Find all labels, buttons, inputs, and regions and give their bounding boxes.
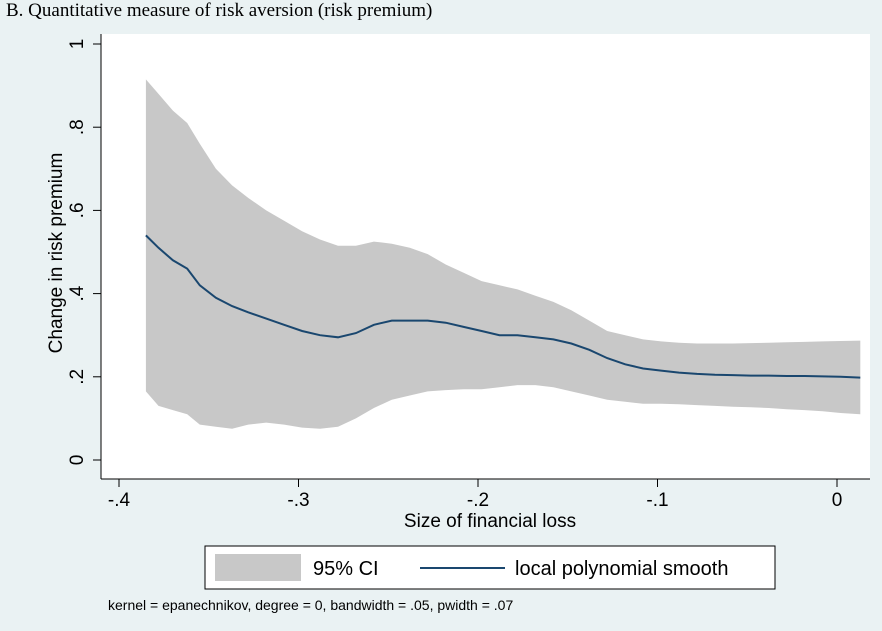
x-tick-label: -.4 (108, 490, 131, 511)
y-tick-label: 0 (67, 455, 88, 466)
ci-band (145, 79, 861, 429)
panel-title: B. Quantitative measure of risk aversion… (6, 0, 432, 21)
x-tick-label: -.2 (467, 490, 489, 511)
y-tick-label: 1 (67, 39, 88, 50)
x-tick-label: 0 (832, 490, 843, 511)
y-tick-label: .2 (67, 369, 88, 385)
y-tick-label: .6 (67, 202, 88, 218)
legend-ci-label: 95% CI (313, 558, 379, 580)
y-axis-title: Change in risk premium (46, 153, 67, 354)
legend: 95% CI local polynomial smooth (204, 545, 776, 590)
x-axis-title: Size of financial loss (404, 511, 576, 532)
y-tick-label: .4 (67, 285, 88, 301)
legend-smooth-label: local polynomial smooth (515, 558, 728, 580)
legend-ci-swatch (215, 554, 301, 581)
smooth-line (145, 234, 861, 379)
x-tick-label: -.1 (646, 490, 668, 511)
chart-note: kernel = epanechnikov, degree = 0, bandw… (108, 597, 513, 613)
axis-ticks: -.4 -.3 -.2 -.1 0 0 .2 .4 .6 .8 1 (67, 39, 842, 511)
x-tick-label: -.3 (287, 490, 309, 511)
data-marks (145, 79, 861, 429)
y-tick-label: .8 (67, 119, 88, 135)
